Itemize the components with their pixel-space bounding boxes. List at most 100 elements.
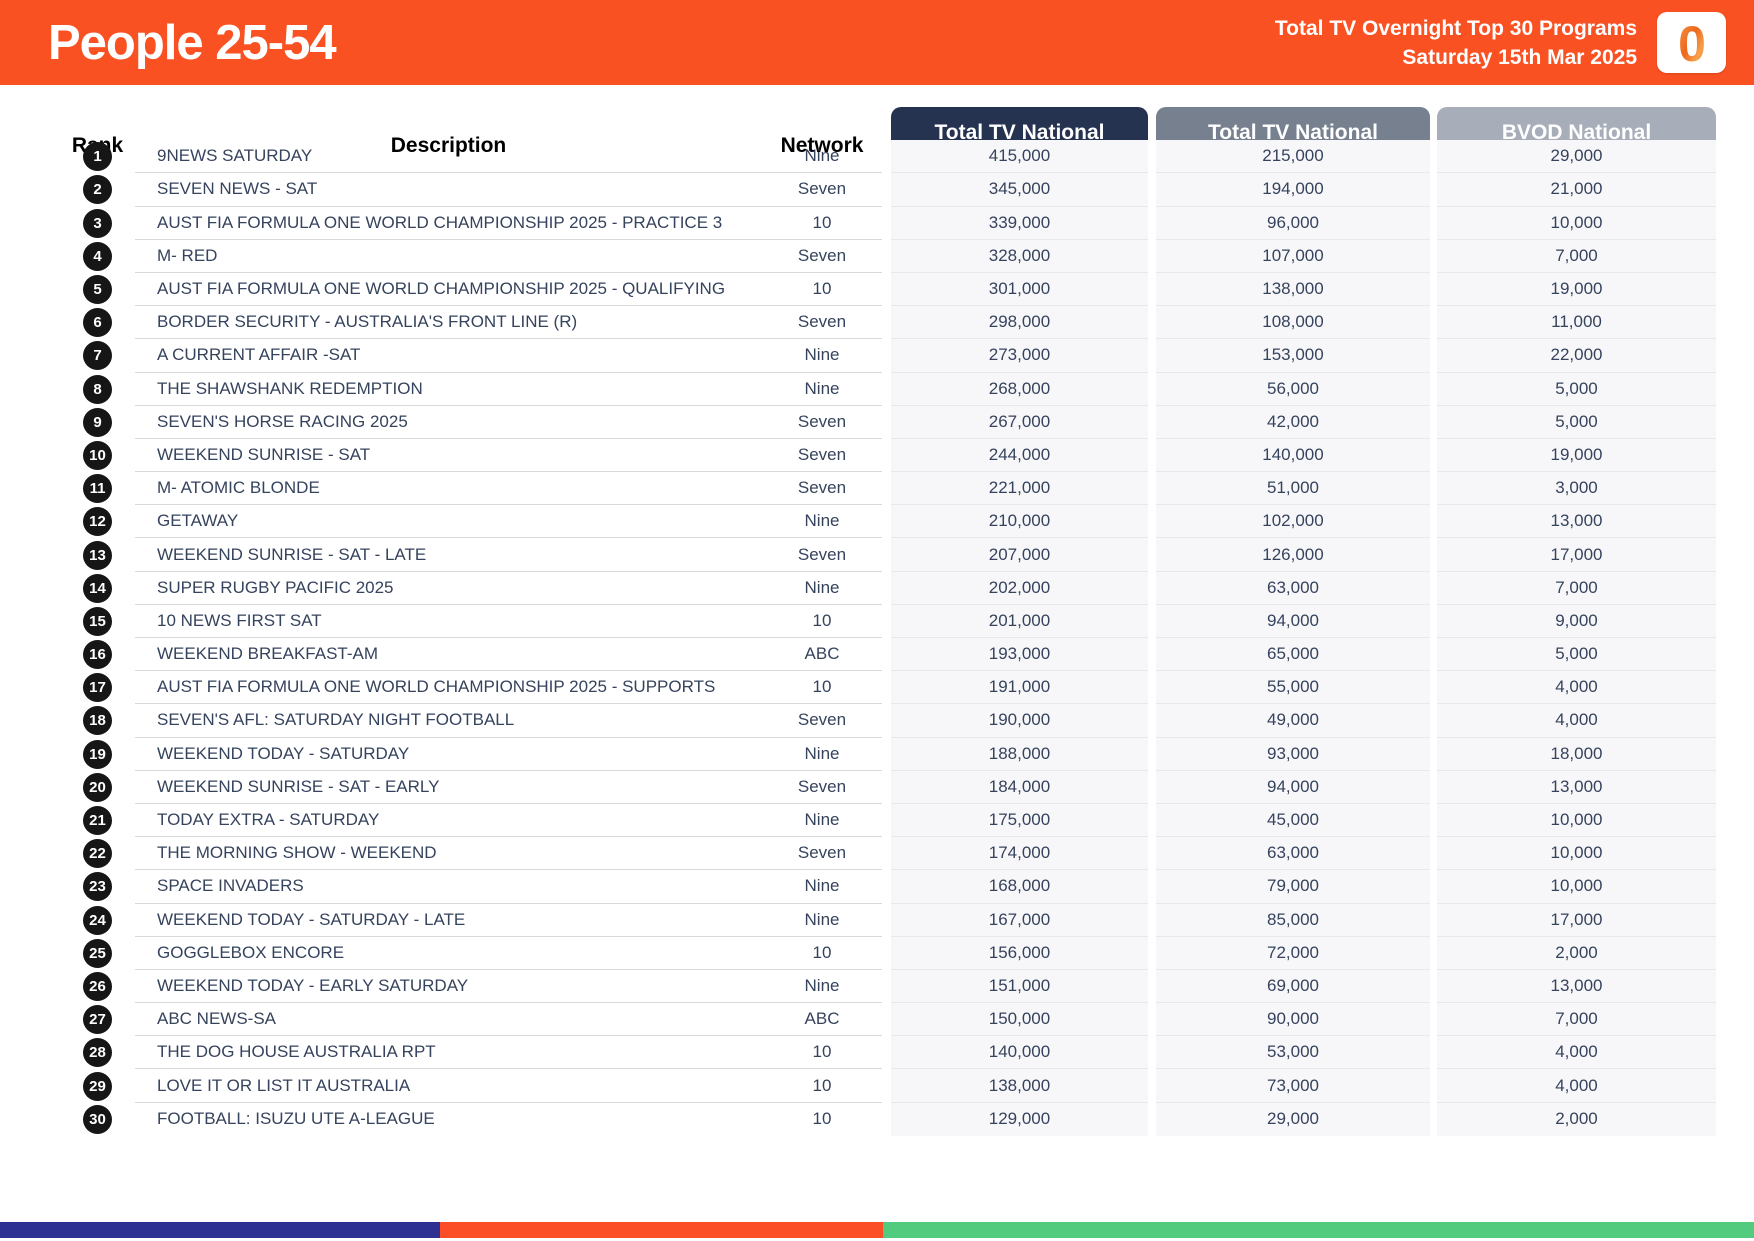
reach-value: 138,000 <box>891 1069 1148 1103</box>
column-gutter <box>1430 372 1437 406</box>
network-cell: 10 <box>762 937 882 970</box>
rank-badge: 21 <box>83 806 112 836</box>
rank-badge: 13 <box>83 540 112 570</box>
column-gutter <box>882 438 891 473</box>
bvod-value: 7,000 <box>1437 239 1716 273</box>
column-gutter <box>1148 638 1156 672</box>
column-gutter <box>1148 1102 1156 1136</box>
footer-stripe-navy-segment <box>0 1222 440 1238</box>
column-gutter <box>1148 339 1156 373</box>
reach-value: 244,000 <box>891 438 1148 473</box>
column-gutter <box>1148 505 1156 539</box>
bvod-value: 13,000 <box>1437 969 1716 1004</box>
column-gutter <box>1430 438 1437 473</box>
banner-right: Total TV Overnight Top 30 Programs Satur… <box>1275 12 1726 73</box>
network-cell: Seven <box>762 771 882 804</box>
network-cell: Seven <box>762 173 882 207</box>
avg-audience-value: 85,000 <box>1156 903 1430 937</box>
column-gutter <box>882 770 891 804</box>
bvod-value: 29,000 <box>1437 140 1716 174</box>
column-gutter <box>1148 903 1156 937</box>
reach-value: 184,000 <box>891 770 1148 804</box>
bvod-value: 5,000 <box>1437 372 1716 406</box>
network-cell: Nine <box>762 505 882 539</box>
column-gutter <box>882 1036 891 1070</box>
reach-value: 298,000 <box>891 306 1148 340</box>
rank-badge: 23 <box>83 872 112 902</box>
column-gutter <box>1148 1003 1156 1037</box>
program-description: ABC NEWS-SA <box>135 1003 762 1037</box>
bvod-value: 18,000 <box>1437 737 1716 771</box>
rank-cell: 21 <box>60 804 135 837</box>
program-description: AUST FIA FORMULA ONE WORLD CHAMPIONSHIP … <box>135 671 762 705</box>
rank-cell: 14 <box>60 572 135 605</box>
bvod-value: 19,000 <box>1437 272 1716 307</box>
rank-badge: 16 <box>83 640 112 670</box>
rank-cell: 13 <box>60 538 135 571</box>
footer-stripe-green-segment <box>883 1222 1754 1238</box>
network-cell: Nine <box>762 870 882 904</box>
column-gutter <box>1430 206 1437 240</box>
rank-badge: 18 <box>83 706 112 736</box>
reach-value: 207,000 <box>891 538 1148 572</box>
rank-cell: 26 <box>60 970 135 1003</box>
report-title-line1: Total TV Overnight Top 30 Programs <box>1274 16 1637 40</box>
rank-badge: 25 <box>83 938 112 968</box>
network-cell: 10 <box>762 273 882 307</box>
reach-value: 193,000 <box>891 638 1148 672</box>
column-gutter <box>1430 1036 1437 1070</box>
column-gutter <box>1148 870 1156 904</box>
svg-text:0: 0 <box>1678 17 1706 69</box>
bvod-value: 4,000 <box>1437 1069 1716 1103</box>
column-gutter <box>1148 239 1156 273</box>
reach-value: 174,000 <box>891 837 1148 871</box>
column-gutter <box>1148 704 1156 738</box>
column-gutter <box>1430 472 1437 506</box>
program-description: AUST FIA FORMULA ONE WORLD CHAMPIONSHIP … <box>135 273 762 307</box>
avg-audience-value: 56,000 <box>1156 372 1430 406</box>
rank-cell: 6 <box>60 306 135 339</box>
bvod-value: 4,000 <box>1437 671 1716 705</box>
column-gutter <box>1148 1036 1156 1070</box>
column-gutter <box>882 538 891 572</box>
reach-value: 150,000 <box>891 1003 1148 1037</box>
reach-value: 339,000 <box>891 206 1148 240</box>
reach-value: 201,000 <box>891 604 1148 638</box>
reach-value: 151,000 <box>891 969 1148 1004</box>
rank-badge: 17 <box>83 673 112 703</box>
bvod-value: 2,000 <box>1437 936 1716 970</box>
column-gutter <box>1148 803 1156 838</box>
bvod-value: 22,000 <box>1437 339 1716 373</box>
column-gutter <box>882 671 891 705</box>
network-cell: Nine <box>762 970 882 1004</box>
network-cell: 10 <box>762 207 882 240</box>
avg-audience-value: 140,000 <box>1156 438 1430 473</box>
avg-audience-value: 108,000 <box>1156 306 1430 340</box>
reach-value: 202,000 <box>891 571 1148 605</box>
column-gutter <box>1430 969 1437 1004</box>
bvod-value: 5,000 <box>1437 638 1716 672</box>
rank-badge: 22 <box>83 839 112 869</box>
bvod-value: 11,000 <box>1437 306 1716 340</box>
network-cell: Seven <box>762 306 882 340</box>
column-gutter <box>882 638 891 672</box>
program-description: SUPER RUGBY PACIFIC 2025 <box>135 572 762 605</box>
rank-badge: 14 <box>83 573 112 603</box>
reach-value: 415,000 <box>891 140 1148 174</box>
rank-cell: 10 <box>60 439 135 472</box>
avg-audience-value: 94,000 <box>1156 770 1430 804</box>
bvod-value: 17,000 <box>1437 903 1716 937</box>
program-description: 9NEWS SATURDAY <box>135 140 762 174</box>
rank-badge: 15 <box>83 606 112 636</box>
avg-audience-value: 69,000 <box>1156 969 1430 1004</box>
rank-cell: 29 <box>60 1069 135 1102</box>
reach-value: 129,000 <box>891 1102 1148 1136</box>
rank-cell: 30 <box>60 1103 135 1136</box>
network-cell: Seven <box>762 240 882 273</box>
column-gutter <box>882 903 891 937</box>
column-gutter <box>1148 837 1156 871</box>
avg-audience-value: 45,000 <box>1156 803 1430 838</box>
network-cell: Nine <box>762 373 882 406</box>
column-gutter <box>882 140 891 174</box>
column-gutter <box>1148 140 1156 174</box>
